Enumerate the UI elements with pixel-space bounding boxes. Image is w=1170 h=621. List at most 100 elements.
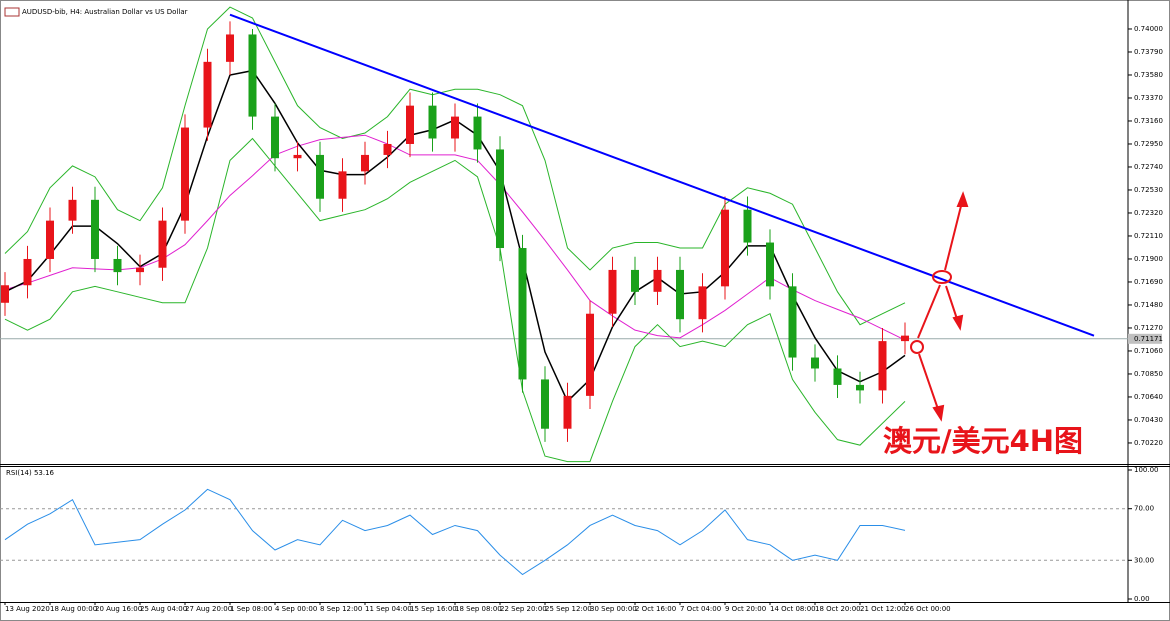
x-tick-label: 25 Aug 04:00 bbox=[140, 605, 187, 613]
rsi-line bbox=[4, 488, 906, 576]
circle-mark bbox=[910, 340, 924, 354]
y-tick-label: 0.00 bbox=[1134, 595, 1150, 603]
y-tick-label: 0.71060 bbox=[1134, 347, 1163, 355]
candle-body bbox=[226, 34, 234, 62]
y-tick-label: 0.73370 bbox=[1134, 94, 1163, 102]
y-tick-label: 70.00 bbox=[1134, 505, 1154, 513]
x-tick-label: 14 Oct 08:00 bbox=[770, 605, 816, 613]
candle-body bbox=[788, 286, 797, 358]
x-tick-label: 27 Aug 20:00 bbox=[185, 605, 232, 613]
symbol-icon bbox=[4, 7, 20, 17]
y-tick-label: 0.70430 bbox=[1134, 416, 1163, 424]
candle-body bbox=[698, 286, 707, 320]
candle-body bbox=[631, 269, 639, 292]
arrow bbox=[917, 284, 941, 339]
candle-body bbox=[46, 220, 54, 259]
x-tick-label: 21 Oct 12:00 bbox=[860, 605, 906, 613]
candle-body bbox=[766, 242, 774, 287]
candle-body bbox=[901, 335, 909, 342]
y-tick-label: 0.71900 bbox=[1134, 255, 1163, 263]
indicator-line bbox=[4, 137, 906, 463]
y-tick-label: 100.00 bbox=[1134, 466, 1159, 474]
trendline bbox=[229, 13, 1095, 337]
x-tick-label: 30 Sep 00:00 bbox=[590, 605, 637, 613]
y-tick-label: 0.73790 bbox=[1134, 48, 1163, 56]
y-tick-label: 0.70220 bbox=[1134, 439, 1163, 447]
y-tick-label: 0.73160 bbox=[1134, 117, 1163, 125]
candle-body bbox=[721, 209, 729, 287]
y-tick-label: 0.72320 bbox=[1134, 209, 1163, 217]
y-tick-label: 0.73580 bbox=[1134, 71, 1163, 79]
candle-body bbox=[383, 143, 392, 155]
x-tick-label: 15 Sep 16:00 bbox=[410, 605, 457, 613]
candle-body bbox=[428, 105, 437, 139]
candle-body bbox=[653, 269, 662, 292]
arrow bbox=[945, 285, 959, 323]
candle-body bbox=[473, 116, 482, 150]
x-tick-label: 9 Oct 20:00 bbox=[725, 605, 766, 613]
arrow bbox=[918, 353, 940, 413]
candle-body bbox=[23, 258, 32, 286]
x-tick-label: 20 Aug 16:00 bbox=[95, 605, 142, 613]
arrow-head bbox=[932, 404, 945, 422]
candle-body bbox=[338, 171, 347, 199]
chart-title: AUDUSD-bib, H4: Australian Dollar vs US … bbox=[22, 8, 188, 16]
x-tick-label: 7 Oct 04:00 bbox=[680, 605, 721, 613]
y-tick-label: 0.74000 bbox=[1134, 25, 1163, 33]
hand-drawn-arrows bbox=[910, 191, 969, 422]
x-tick-label: 2 Oct 16:00 bbox=[635, 605, 676, 613]
y-tick-label: 0.71270 bbox=[1134, 324, 1163, 332]
candle-body bbox=[878, 341, 887, 391]
x-tick-label: 26 Oct 00:00 bbox=[905, 605, 951, 613]
candle-body bbox=[1, 285, 9, 303]
y-tick-label: 0.70640 bbox=[1134, 393, 1163, 401]
current-price-box bbox=[1128, 333, 1162, 344]
candle-body bbox=[856, 384, 864, 391]
indicator-line bbox=[4, 134, 906, 341]
candle-body bbox=[496, 149, 504, 249]
arrow-head bbox=[956, 191, 969, 207]
x-tick-label: 8 Sep 12:00 bbox=[320, 605, 362, 613]
arrow-head bbox=[952, 314, 964, 331]
candle-body bbox=[833, 368, 842, 385]
annotation: 澳元/美元4H图 bbox=[883, 424, 1083, 458]
x-tick-label: 4 Sep 00:00 bbox=[275, 605, 317, 613]
y-tick-label: 0.72530 bbox=[1134, 186, 1163, 194]
circle-mark bbox=[932, 270, 952, 284]
candle-body bbox=[563, 395, 572, 429]
y-tick-label: 0.71690 bbox=[1134, 278, 1163, 286]
x-tick-label: 25 Sep 12:00 bbox=[545, 605, 592, 613]
candle-body bbox=[676, 269, 684, 320]
plot: 0.74000 0.73790 0.73580 0.73370 0.73160 0.729… bbox=[0, 6, 1163, 613]
candle-body bbox=[608, 269, 617, 314]
candle-body bbox=[316, 154, 324, 199]
candle-body bbox=[91, 199, 99, 259]
x-tick-label: 18 Aug 00:00 bbox=[50, 605, 97, 613]
y-tick-label: 0.72950 bbox=[1134, 140, 1163, 148]
x-tick-label: 1 Sep 08:00 bbox=[230, 605, 272, 613]
x-tick-label: 11 Sep 04:00 bbox=[365, 605, 412, 613]
rsi-title: RSI(14) 53.16 bbox=[6, 469, 55, 477]
candle-body bbox=[158, 220, 167, 268]
y-tick-label: 0.71480 bbox=[1134, 301, 1163, 309]
y-tick-label: 0.72740 bbox=[1134, 163, 1163, 171]
candle-body bbox=[743, 209, 752, 243]
y-tick-label: 0.72110 bbox=[1134, 232, 1163, 240]
candle-body bbox=[136, 267, 144, 273]
candle-body bbox=[541, 379, 549, 429]
candle-body bbox=[181, 127, 189, 221]
candle-body bbox=[811, 357, 819, 369]
x-tick-label: 22 Sep 20:00 bbox=[500, 605, 547, 613]
x-tick-label: 18 Oct 20:00 bbox=[815, 605, 861, 613]
current-price-label: 0.71171 bbox=[1134, 335, 1163, 343]
candle-body bbox=[203, 61, 212, 128]
y-tick-label: 0.70850 bbox=[1134, 370, 1163, 378]
x-tick-label: 18 Sep 08:00 bbox=[455, 605, 502, 613]
y-tick-label: 30.00 bbox=[1134, 556, 1154, 564]
candle-body bbox=[406, 105, 414, 144]
candle-body bbox=[518, 248, 527, 380]
candle-body bbox=[271, 116, 279, 159]
candle-body bbox=[248, 34, 257, 117]
